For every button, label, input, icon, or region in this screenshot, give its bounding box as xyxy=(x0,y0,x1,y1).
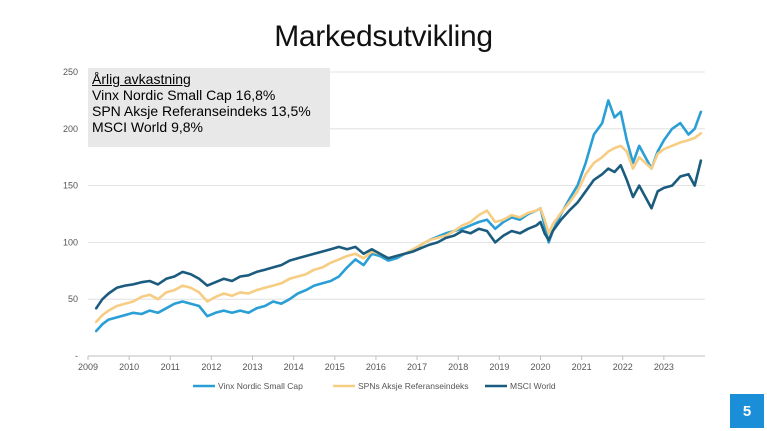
slide-title: Markedsutvikling xyxy=(274,20,493,53)
y-tick-label: 100 xyxy=(63,237,78,247)
x-tick-label: 2017 xyxy=(407,362,427,372)
y-tick-label: 200 xyxy=(63,124,78,134)
y-tick-label: 250 xyxy=(63,67,78,77)
note-line-vinx: Vinx Nordic Small Cap 16,8% xyxy=(92,87,276,103)
y-tick-label: 50 xyxy=(68,294,78,304)
y-tick-label: - xyxy=(75,351,78,361)
note-heading: Årlig avkastning xyxy=(92,71,191,87)
axes: - 50 100 150 200 250 2009 2010 2011 2012 2013 2014 2… xyxy=(63,67,705,372)
note-line-msci: MSCI World 9,8% xyxy=(92,119,203,135)
x-tick-label: 2020 xyxy=(530,362,550,372)
x-tick-label: 2021 xyxy=(572,362,592,372)
x-tick-label: 2018 xyxy=(448,362,468,372)
series-line-2 xyxy=(94,159,703,310)
x-tick-label: 2019 xyxy=(489,362,509,372)
legend-label-0: Vinx Nordic Small Cap xyxy=(218,381,303,391)
series-lines xyxy=(94,99,703,333)
legend-label-1: SPNs Aksje Referanseindeks xyxy=(358,381,469,391)
x-tick-label: 2012 xyxy=(201,362,221,372)
note-line-spn: SPN Aksje Referanseindeks 13,5% xyxy=(92,103,311,119)
x-tick-label: 2013 xyxy=(243,362,263,372)
x-tick-label: 2011 xyxy=(161,362,180,372)
x-tick-label: 2010 xyxy=(119,362,139,372)
x-tick-label: 2015 xyxy=(325,362,345,372)
legend: Vinx Nordic Small Cap SPNs Aksje Referans… xyxy=(193,381,556,391)
x-tick-label: 2022 xyxy=(613,362,633,372)
x-tick-label: 2014 xyxy=(284,362,304,372)
annual-return-note: Årlig avkastning Vinx Nordic Small Cap 1… xyxy=(88,68,330,147)
series-line-1 xyxy=(94,132,703,324)
legend-label-2: MSCI World xyxy=(510,381,556,391)
y-tick-label: 150 xyxy=(63,181,78,191)
x-tick-label: 2023 xyxy=(654,362,674,372)
x-tick-label: 2009 xyxy=(78,362,98,372)
page-number-badge: 5 xyxy=(730,394,764,428)
x-tick-label: 2016 xyxy=(366,362,386,372)
